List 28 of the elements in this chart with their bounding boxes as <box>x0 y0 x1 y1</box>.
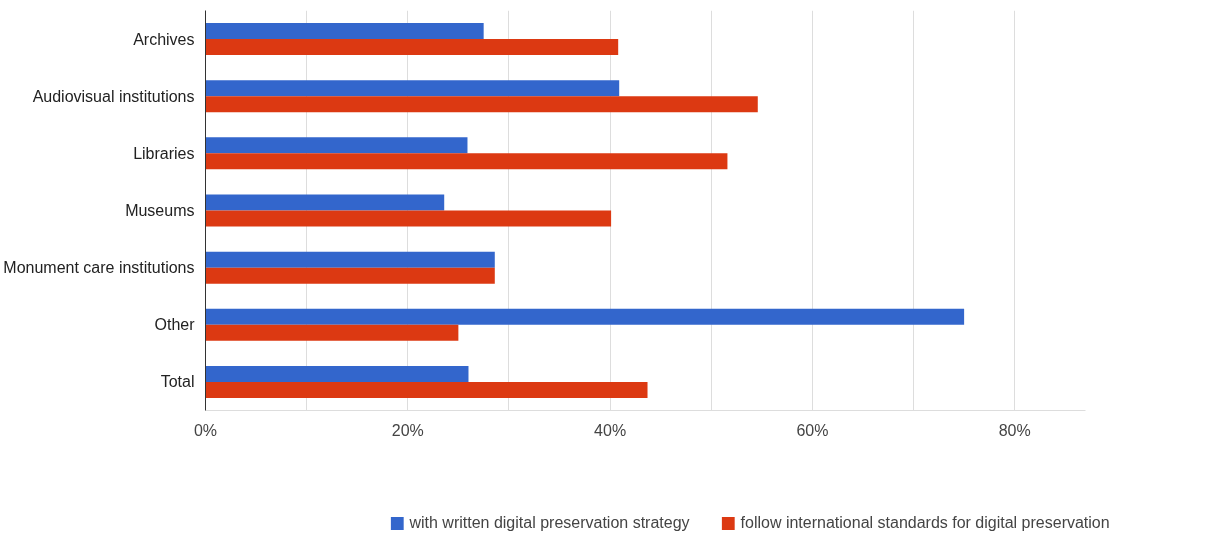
legend-label: with written digital preservation strategy <box>409 513 690 532</box>
bar <box>205 308 965 325</box>
bar <box>205 365 469 382</box>
y-tick-label: Monument care institutions <box>3 259 195 277</box>
bar <box>205 251 495 268</box>
bar <box>205 194 445 211</box>
bar <box>205 210 612 227</box>
bar <box>205 381 648 398</box>
bar <box>205 153 728 170</box>
y-tick-label: Libraries <box>133 144 195 162</box>
x-tick-label: 0% <box>193 421 218 439</box>
bar <box>205 137 468 154</box>
x-tick-label: 80% <box>998 421 1031 439</box>
x-tick-label: 20% <box>391 421 424 439</box>
x-tick-label: 60% <box>796 421 829 439</box>
bar <box>205 80 620 97</box>
y-tick-label: Audiovisual institutions <box>32 87 195 105</box>
y-tick-label: Total <box>160 373 195 391</box>
x-tick-label: 40% <box>594 421 627 439</box>
bar <box>205 324 459 341</box>
bar <box>205 96 758 113</box>
bar <box>205 23 484 40</box>
y-tick-label: Other <box>154 316 196 334</box>
bar <box>205 39 619 56</box>
y-tick-label: Museums <box>125 202 195 219</box>
bar <box>205 267 495 284</box>
legend-label: follow international standards for digital preservation <box>740 513 1110 532</box>
y-tick-label: Archives <box>133 30 195 48</box>
